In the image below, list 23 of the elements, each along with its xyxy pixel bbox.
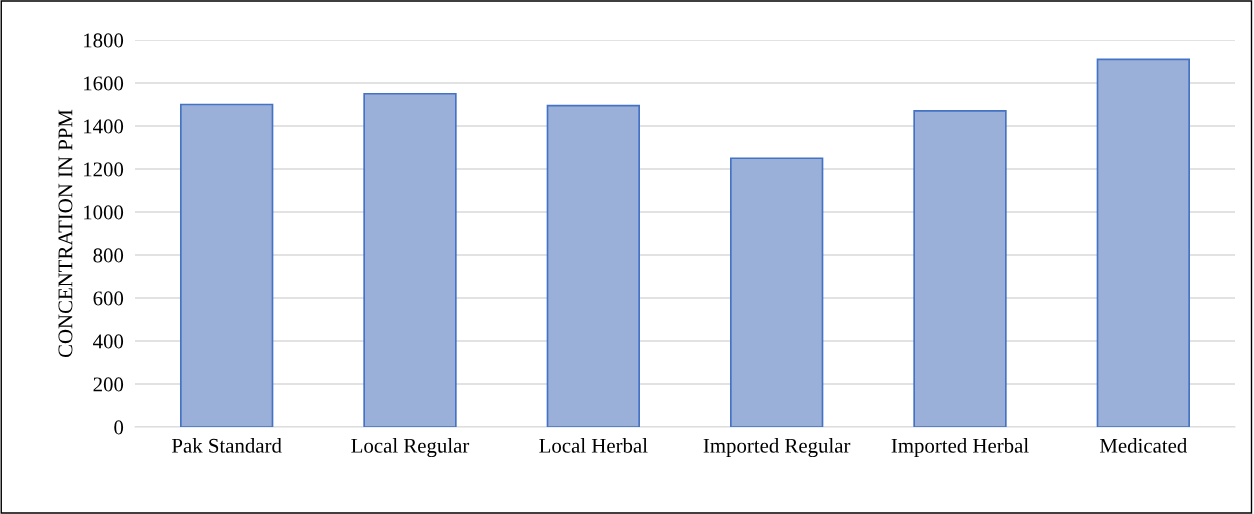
x-tick-label: Pak Standard bbox=[172, 438, 282, 453]
x-tick-label: Local Herbal bbox=[539, 438, 648, 453]
y-tick-label: 1000 bbox=[84, 205, 124, 220]
bar bbox=[913, 110, 1007, 427]
y-tick-label: 400 bbox=[93, 334, 124, 349]
y-tick-label: 200 bbox=[93, 377, 124, 392]
y-tick-label: 1600 bbox=[84, 76, 124, 91]
bar bbox=[363, 92, 457, 427]
x-tick-label: Medicated bbox=[1099, 438, 1188, 453]
y-tick-label: 1800 bbox=[84, 33, 124, 48]
y-tick-label: 600 bbox=[93, 291, 124, 306]
bar bbox=[729, 157, 824, 427]
bar bbox=[1096, 58, 1191, 427]
x-tick-label: Imported Regular bbox=[703, 438, 851, 458]
y-axis-title: CONCENTRATION IN PPM bbox=[58, 109, 73, 358]
y-tick-label: 0 bbox=[114, 420, 124, 435]
x-tick-label: Imported Herbal bbox=[891, 438, 1029, 457]
x-tick-label: Local Regular bbox=[351, 438, 470, 458]
y-tick-label: 800 bbox=[93, 248, 124, 263]
bar bbox=[546, 104, 641, 427]
bar bbox=[179, 103, 274, 427]
y-tick-label: 1200 bbox=[84, 162, 124, 177]
y-tick-label: 1400 bbox=[84, 119, 124, 134]
